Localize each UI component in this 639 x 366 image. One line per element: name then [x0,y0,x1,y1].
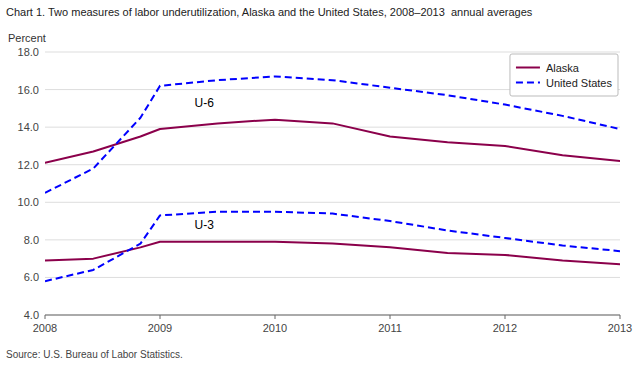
x-tick-label: 2009 [148,322,172,334]
y-tick-label: 16.0 [18,84,39,96]
x-tick [160,315,161,319]
legend-label: United States [546,77,613,89]
grid-line [45,202,620,203]
source-note: Source: U.S. Bureau of Labor Statistics. [6,349,183,360]
y-tick-label: 6.0 [24,271,39,283]
y-tick-label: 14.0 [18,121,39,133]
legend-swatch [516,67,540,69]
y-axis-label: Percent [8,32,46,44]
x-tick-label: 2008 [33,322,57,334]
legend-box [510,54,618,96]
y-tick-label: 18.0 [18,46,39,58]
y-tick-label: 10.0 [18,196,39,208]
legend: Alaska United States [510,54,618,96]
y-tick-label: 4.0 [24,309,39,321]
x-tick-label: 2010 [263,322,287,334]
legend-label: Alaska [546,62,580,74]
grid-line [45,52,620,53]
legend-swatch [516,82,540,84]
x-tick [45,315,46,319]
grid [45,52,620,315]
x-axis-line [45,315,620,316]
chart: Chart 1. Two measures of labor underutil… [0,0,639,366]
x-tick-label: 2011 [378,322,402,334]
x-tick [275,315,276,319]
grid-line [45,164,620,165]
annotation: U-6 [195,96,215,110]
series-line [45,212,620,282]
y-tick-label: 8.0 [24,234,39,246]
annotation: U-3 [195,218,215,232]
x-tick [505,315,506,319]
series-line [45,120,620,163]
x-tick [390,315,391,319]
y-tick-label: 12.0 [18,159,39,171]
x-tick-label: 2012 [493,322,517,334]
grid-line [45,315,620,316]
grid-line [45,239,620,240]
grid-line [45,277,620,278]
plot-area [45,76,620,281]
title: Chart 1. Two measures of labor underutil… [6,6,533,18]
x-tick [620,315,621,319]
x-tick-label: 2013 [608,322,632,334]
series-line [45,242,620,265]
